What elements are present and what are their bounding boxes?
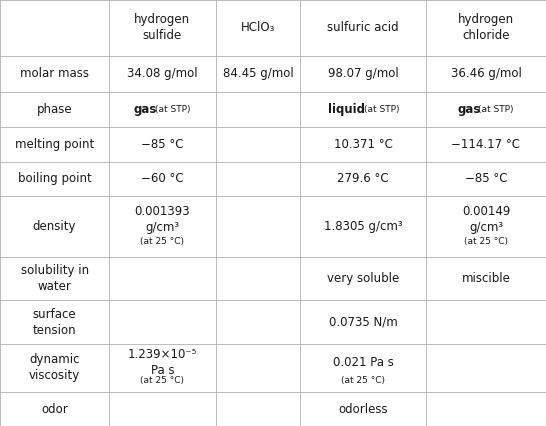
Text: 1.8305 g/cm³: 1.8305 g/cm³ — [324, 220, 402, 233]
Text: (at STP): (at STP) — [478, 105, 514, 114]
Text: (at 25 °C): (at 25 °C) — [140, 376, 185, 385]
Text: liquid: liquid — [328, 103, 365, 116]
Text: sulfuric acid: sulfuric acid — [327, 21, 399, 35]
Text: phase: phase — [37, 103, 73, 116]
Text: HClO₃: HClO₃ — [241, 21, 275, 35]
Text: −114.17 °C: −114.17 °C — [452, 138, 520, 151]
Text: odorless: odorless — [339, 403, 388, 416]
Text: gas: gas — [134, 103, 157, 116]
Text: 10.371 °C: 10.371 °C — [334, 138, 393, 151]
Text: (at 25 °C): (at 25 °C) — [140, 237, 185, 246]
Text: −85 °C: −85 °C — [465, 173, 507, 185]
Text: very soluble: very soluble — [327, 272, 399, 285]
Text: density: density — [33, 220, 76, 233]
Text: 0.021 Pa s: 0.021 Pa s — [333, 356, 394, 368]
Text: hydrogen
chloride: hydrogen chloride — [458, 13, 514, 42]
Text: solubility in
water: solubility in water — [21, 264, 88, 293]
Text: molar mass: molar mass — [20, 67, 89, 80]
Text: 1.239×10⁻⁵
Pa s: 1.239×10⁻⁵ Pa s — [128, 348, 197, 377]
Text: (at STP): (at STP) — [155, 105, 190, 114]
Text: −85 °C: −85 °C — [141, 138, 183, 151]
Text: (at 25 °C): (at 25 °C) — [341, 376, 385, 385]
Text: 279.6 °C: 279.6 °C — [337, 173, 389, 185]
Text: odor: odor — [41, 403, 68, 416]
Text: −60 °C: −60 °C — [141, 173, 184, 185]
Text: (at 25 °C): (at 25 °C) — [464, 237, 508, 246]
Text: boiling point: boiling point — [17, 173, 92, 185]
Text: gas: gas — [458, 103, 480, 116]
Text: 84.45 g/mol: 84.45 g/mol — [223, 67, 293, 80]
Text: 0.00149
g/cm³: 0.00149 g/cm³ — [462, 205, 510, 234]
Text: dynamic
viscosity: dynamic viscosity — [29, 354, 80, 383]
Text: miscible: miscible — [461, 272, 511, 285]
Text: 0.001393
g/cm³: 0.001393 g/cm³ — [135, 205, 190, 234]
Text: 36.46 g/mol: 36.46 g/mol — [450, 67, 521, 80]
Text: surface
tension: surface tension — [33, 308, 76, 337]
Text: melting point: melting point — [15, 138, 94, 151]
Text: hydrogen
sulfide: hydrogen sulfide — [134, 13, 191, 42]
Text: 0.0735 N/m: 0.0735 N/m — [329, 316, 397, 328]
Text: 98.07 g/mol: 98.07 g/mol — [328, 67, 399, 80]
Text: 34.08 g/mol: 34.08 g/mol — [127, 67, 198, 80]
Text: (at STP): (at STP) — [364, 105, 400, 114]
